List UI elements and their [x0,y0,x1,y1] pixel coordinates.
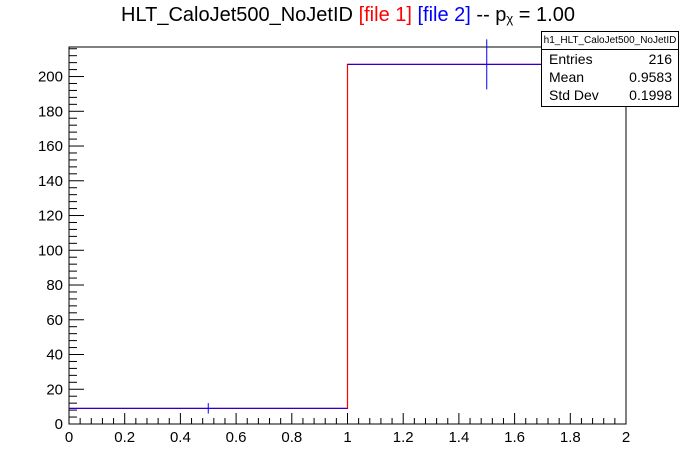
stats-row-entries: Entries 216 [542,50,678,68]
x-tick-label: 0.8 [281,429,302,446]
x-tick-label: 2 [622,429,630,446]
title-suffix-post: = 1.00 [518,4,575,26]
histogram-file1-step [69,63,626,409]
stats-label: Mean [549,69,585,85]
title-suffix-sub: χ [506,11,514,26]
stats-row-mean: Mean 0.9583 [542,68,678,86]
x-tick-label: 1.6 [504,429,525,446]
y-tick-label: 160 [38,138,63,155]
x-tick-label: 1.8 [560,429,581,446]
y-tick-label: 140 [38,173,63,190]
stats-label: Entries [549,51,593,67]
x-tick-label: 1.2 [393,429,414,446]
title-main: HLT_CaloJet500_NoJetID [121,4,353,26]
title-suffix-pre: -- p [476,4,507,26]
stats-value: 0.9583 [629,69,672,85]
x-tick-label: 0.6 [226,429,247,446]
x-tick-label: 0.4 [170,429,191,446]
stats-value: 0.1998 [629,87,672,103]
y-tick-label: 200 [38,69,63,86]
title-file2-label: [file 2] [417,4,471,26]
stats-box: h1_HLT_CaloJet500_NoJetID Entries 216 Me… [541,31,679,107]
x-tick-label: 1.4 [448,429,469,446]
y-tick-label: 180 [38,103,63,120]
y-tick-label: 40 [46,347,63,364]
title-file1-label: [file 1] [358,4,412,26]
y-tick-label: 80 [46,277,63,294]
stats-histogram-name: h1_HLT_CaloJet500_NoJetID [542,32,678,50]
y-tick-label: 0 [55,416,63,433]
stats-label: Std Dev [549,87,599,103]
y-tick-label: 20 [46,381,63,398]
x-tick-label: 1 [343,429,351,446]
stats-row-stddev: Std Dev 0.1998 [542,86,678,104]
y-tick-label: 60 [46,312,63,329]
y-tick-label: 100 [38,242,63,259]
x-tick-label: 0 [65,429,73,446]
y-tick-label: 120 [38,208,63,225]
stats-value: 216 [648,51,672,67]
x-tick-label: 0.2 [114,429,135,446]
chart-title: HLT_CaloJet500_NoJetID [file 1] [file 2]… [0,4,696,27]
